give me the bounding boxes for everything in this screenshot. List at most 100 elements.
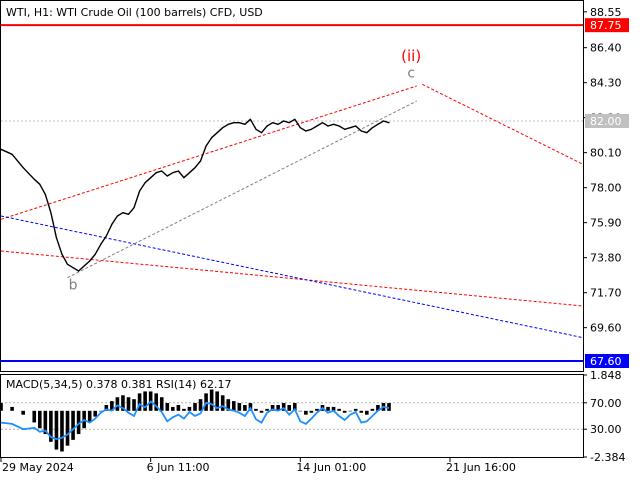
- macd-bar: [193, 403, 197, 411]
- y-tick-label: 69.60: [590, 322, 622, 335]
- price-point: [288, 122, 290, 124]
- macd-bar: [348, 410, 352, 412]
- price-point: [33, 178, 35, 180]
- price-point: [260, 132, 263, 134]
- macd-bar: [154, 393, 158, 411]
- price-point: [321, 122, 324, 124]
- price-series-line: [0, 118, 390, 272]
- price-point: [172, 172, 174, 174]
- price-point: [116, 215, 118, 217]
- indicator-title: MACD(5,34,5) 0.378 0.381 RSI(14) 62.17: [6, 378, 231, 391]
- price-point: [55, 237, 58, 239]
- price-point: [238, 122, 240, 124]
- price-point: [155, 172, 157, 174]
- macd-bar: [359, 410, 364, 413]
- rsi-series-line: [0, 400, 390, 441]
- price-point: [377, 123, 379, 125]
- ind-tick-label: -2.384: [590, 451, 625, 464]
- macd-bar: [121, 395, 125, 411]
- price-point: [61, 253, 63, 255]
- macd-bar: [387, 403, 391, 411]
- y-tick-label: 75.90: [590, 217, 622, 230]
- price-point: [11, 153, 13, 155]
- price-point: [233, 122, 235, 124]
- price-point: [249, 118, 252, 120]
- macd-bar: [326, 406, 330, 411]
- macd-bar: [187, 406, 192, 411]
- macd-bar: [137, 393, 142, 411]
- price-point: [327, 125, 329, 127]
- price-point: [138, 190, 141, 192]
- macd-bar: [43, 410, 48, 435]
- price-point: [89, 260, 91, 262]
- macd-bar: [93, 410, 98, 417]
- price-point: [316, 125, 318, 127]
- macd-bar: [337, 408, 341, 411]
- macd-bar: [32, 410, 37, 423]
- macd-bar: [132, 399, 136, 411]
- price-point: [100, 243, 102, 245]
- macd-bar: [198, 399, 203, 411]
- price-point: [338, 125, 340, 127]
- macd-bar: [98, 410, 103, 412]
- macd-bar: [287, 404, 292, 411]
- price-point: [161, 170, 163, 172]
- macd-bar: [226, 399, 231, 411]
- price-point: [72, 267, 74, 269]
- price-point: [305, 130, 307, 132]
- price-point: [382, 120, 385, 122]
- macd-bar: [215, 391, 219, 411]
- price-point: [166, 175, 168, 177]
- price-point: [360, 130, 362, 132]
- macd-bar: [237, 403, 242, 411]
- price-point: [194, 167, 196, 169]
- macd-bar: [49, 410, 53, 442]
- x-tick-label: 6 Jun 11:00: [147, 461, 210, 474]
- level-price-label: 87.75: [590, 19, 622, 32]
- price-point: [183, 177, 185, 179]
- macd-bar: [110, 401, 114, 411]
- macd-bar: [276, 404, 280, 411]
- price-point: [283, 120, 285, 122]
- price-point: [310, 128, 312, 130]
- price-point: [0, 148, 2, 150]
- macd-bar: [376, 404, 380, 411]
- price-point: [205, 145, 207, 147]
- wave-label-2: b: [69, 277, 78, 293]
- y-tick-label: 88.55: [590, 6, 622, 19]
- price-point: [349, 127, 351, 129]
- macd-bar: [281, 403, 286, 411]
- wave-label-0: (ii): [401, 47, 421, 65]
- price-point: [44, 193, 46, 195]
- price-point: [188, 172, 191, 174]
- y-tick-label: 73.80: [590, 252, 622, 265]
- price-point: [272, 122, 274, 124]
- macd-bar: [370, 408, 375, 411]
- level-price-box: [585, 18, 629, 33]
- price-point: [222, 127, 224, 129]
- price-point: [127, 213, 130, 215]
- ind-tick-label: 70.00: [590, 397, 622, 410]
- macd-bar: [171, 406, 175, 411]
- price-point: [133, 207, 135, 209]
- macd-bar: [353, 408, 358, 411]
- price-point: [266, 125, 268, 127]
- macd-bar: [254, 408, 258, 411]
- price-point: [227, 123, 229, 125]
- trend-line-1: [0, 250, 584, 307]
- axis-layer: 88.5586.4084.3082.2080.1078.0075.9073.80…: [0, 6, 629, 474]
- macd-bar: [10, 406, 14, 411]
- price-point: [78, 270, 80, 272]
- x-tick-label: 29 May 2024: [2, 461, 74, 474]
- level-price-box: [585, 354, 629, 368]
- macd-bar: [232, 401, 236, 411]
- macd-bar: [292, 403, 297, 411]
- macd-bar: [176, 404, 181, 411]
- price-point: [50, 212, 52, 214]
- macd-bar: [298, 410, 303, 412]
- price-point: [122, 212, 124, 214]
- macd-bar: [304, 410, 308, 415]
- price-point: [22, 167, 24, 169]
- price-point: [83, 265, 85, 267]
